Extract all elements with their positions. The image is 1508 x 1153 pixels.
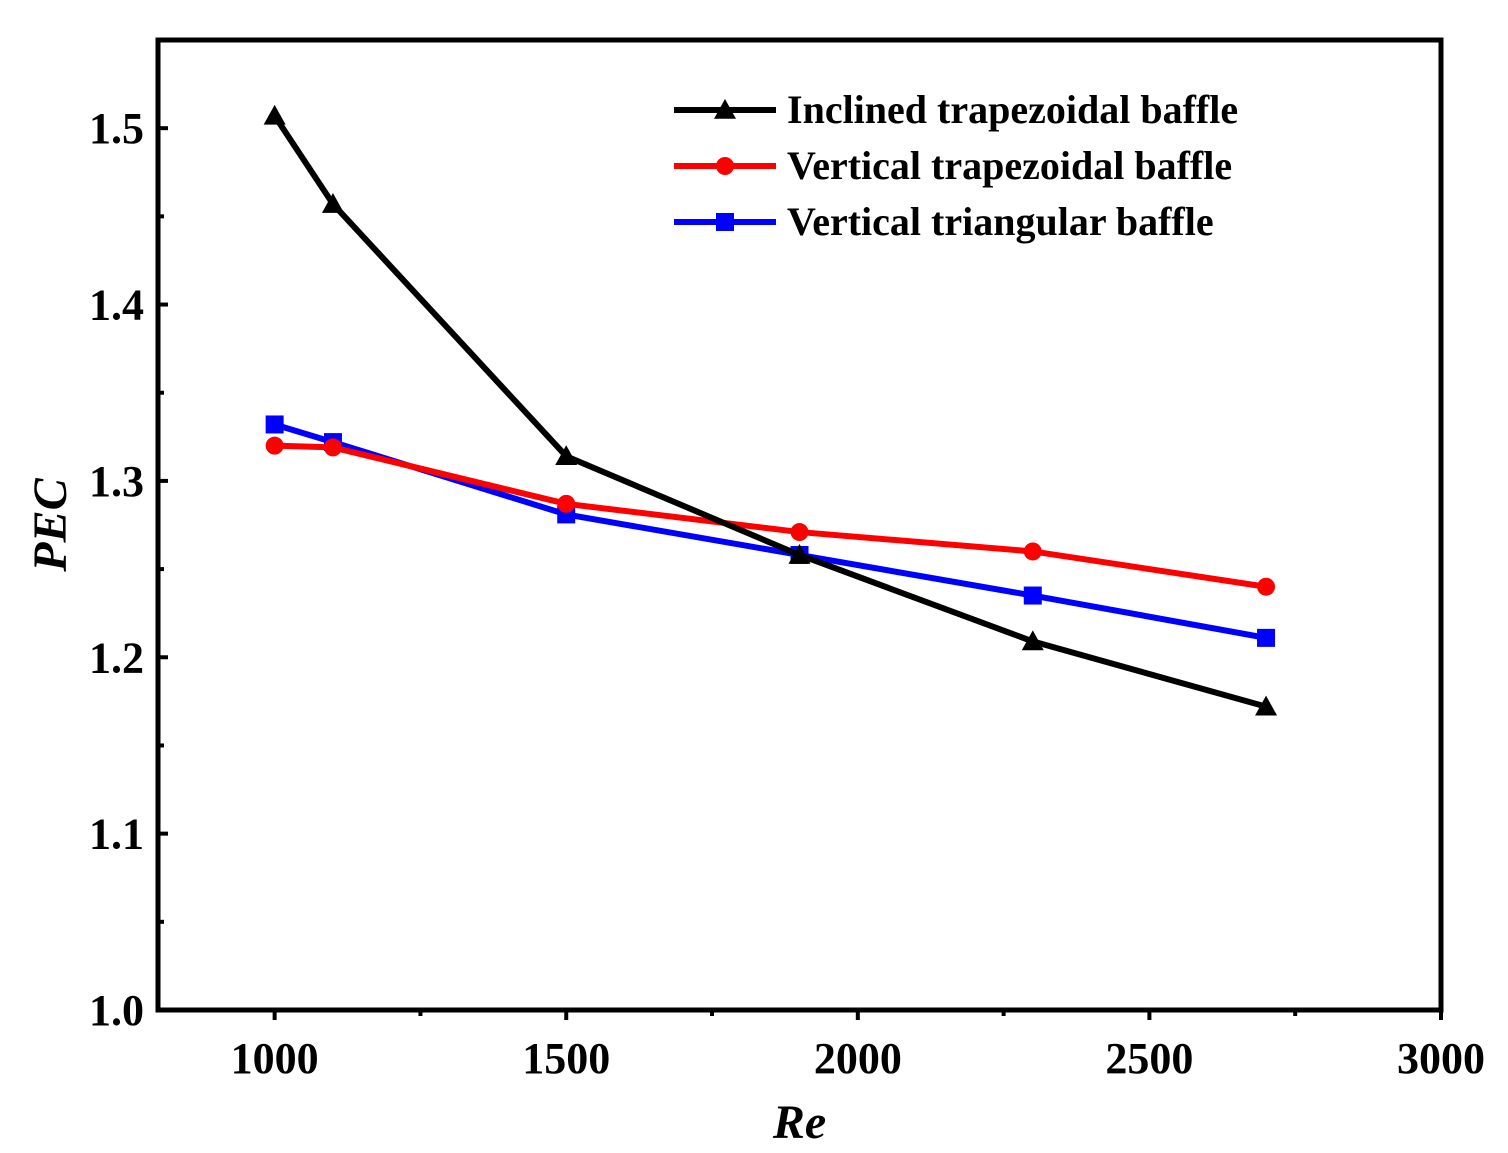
data-point xyxy=(321,193,344,213)
data-point xyxy=(1021,630,1044,651)
y-tick-label: 1.1 xyxy=(89,810,144,859)
data-point xyxy=(557,494,576,513)
data-point xyxy=(323,438,342,457)
data-point xyxy=(790,523,809,542)
legend-marker xyxy=(714,99,736,119)
x-axis-title: Re xyxy=(772,1096,826,1149)
legend-entry: Vertical triangular baffle xyxy=(674,199,1214,244)
legend-entry: Inclined trapezoidal baffle xyxy=(674,87,1238,132)
series-1 xyxy=(263,104,1278,716)
series-line xyxy=(274,442,1267,590)
x-tick-label: 3000 xyxy=(1397,1034,1485,1083)
data-point xyxy=(1023,542,1042,561)
data-point xyxy=(1257,577,1276,596)
plot-frame xyxy=(155,37,1444,1013)
y-tick-label: 1.5 xyxy=(89,104,144,153)
data-point xyxy=(265,415,284,434)
x-tick-label: 1500 xyxy=(522,1034,610,1083)
data-point xyxy=(555,445,578,466)
y-tick-label: 1.3 xyxy=(89,457,144,506)
data-point xyxy=(1023,586,1042,605)
y-axis-title: PEC xyxy=(24,477,77,572)
legend-label: Inclined trapezoidal baffle xyxy=(787,87,1238,132)
y-tick-label: 1.2 xyxy=(89,633,144,682)
series-line xyxy=(272,114,1267,710)
legend-label: Vertical triangular baffle xyxy=(787,199,1214,244)
series-layer xyxy=(263,104,1278,716)
legend: Inclined trapezoidal baffle Vertical trap… xyxy=(674,87,1238,244)
legend-label: Vertical trapezoidal baffle xyxy=(787,143,1232,188)
legend-marker xyxy=(716,213,734,231)
data-point xyxy=(1257,628,1276,647)
x-tick-label: 2500 xyxy=(1105,1034,1193,1083)
x-tick-label: 1000 xyxy=(231,1034,319,1083)
y-tick-label: 1.4 xyxy=(89,281,144,330)
data-point xyxy=(263,104,286,125)
y-tick-label: 1.0 xyxy=(89,986,144,1035)
x-tick-label: 2000 xyxy=(814,1034,902,1083)
legend-marker xyxy=(716,157,734,175)
data-point xyxy=(265,436,284,455)
series-line xyxy=(273,421,1267,641)
data-point xyxy=(1255,695,1278,716)
series-2 xyxy=(265,436,1276,596)
data-point xyxy=(788,543,811,564)
ticks-layer: 1000 1500 2000 2500 3000 1.0 1.1 1.2 1.3 1.4 1.5 xyxy=(89,104,1485,1083)
legend-entry: Vertical trapezoidal baffle xyxy=(674,143,1232,188)
